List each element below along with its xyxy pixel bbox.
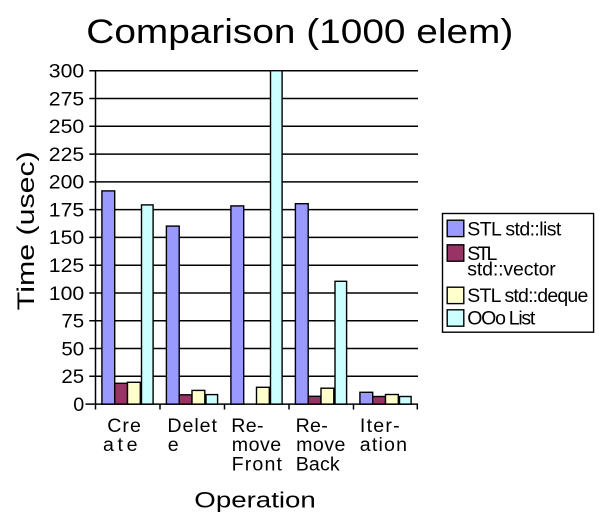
- svg-text:ation: ation: [360, 434, 407, 456]
- svg-text:300: 300: [49, 61, 84, 83]
- svg-text:150: 150: [49, 227, 84, 249]
- svg-text:Re-: Re-: [296, 415, 328, 437]
- svg-text:Operation: Operation: [194, 488, 315, 513]
- svg-text:Time (usec): Time (usec): [13, 151, 40, 310]
- svg-text:move: move: [296, 434, 345, 456]
- svg-text:Delet: Delet: [167, 415, 217, 437]
- svg-text:STL std::list: STL std::list: [467, 219, 562, 241]
- svg-text:e: e: [168, 434, 179, 456]
- svg-text:Re-: Re-: [231, 415, 263, 437]
- svg-text:225: 225: [49, 144, 84, 166]
- svg-text:100: 100: [49, 283, 84, 305]
- svg-text:ate: ate: [103, 434, 138, 456]
- svg-text:50: 50: [61, 338, 84, 360]
- svg-text:Front: Front: [232, 453, 283, 475]
- svg-text:STL: STL: [467, 243, 497, 265]
- svg-text:275: 275: [49, 88, 84, 110]
- svg-text:25: 25: [61, 366, 84, 388]
- svg-text:STL std::deque: STL std::deque: [467, 285, 588, 307]
- svg-text:175: 175: [49, 199, 84, 221]
- svg-text:Iter-: Iter-: [360, 415, 400, 437]
- svg-text:200: 200: [49, 172, 84, 194]
- svg-text:75: 75: [61, 311, 84, 333]
- svg-text:Comparison (1000 elem): Comparison (1000 elem): [86, 13, 513, 51]
- svg-text:0: 0: [73, 394, 84, 416]
- svg-text:OOo List: OOo List: [467, 308, 536, 330]
- svg-text:Back: Back: [296, 453, 340, 475]
- svg-text:250: 250: [49, 116, 84, 138]
- svg-text:Cre: Cre: [107, 415, 141, 437]
- svg-text:move: move: [232, 434, 281, 456]
- svg-text:125: 125: [49, 255, 84, 277]
- svg-text:std::vector: std::vector: [467, 258, 556, 280]
